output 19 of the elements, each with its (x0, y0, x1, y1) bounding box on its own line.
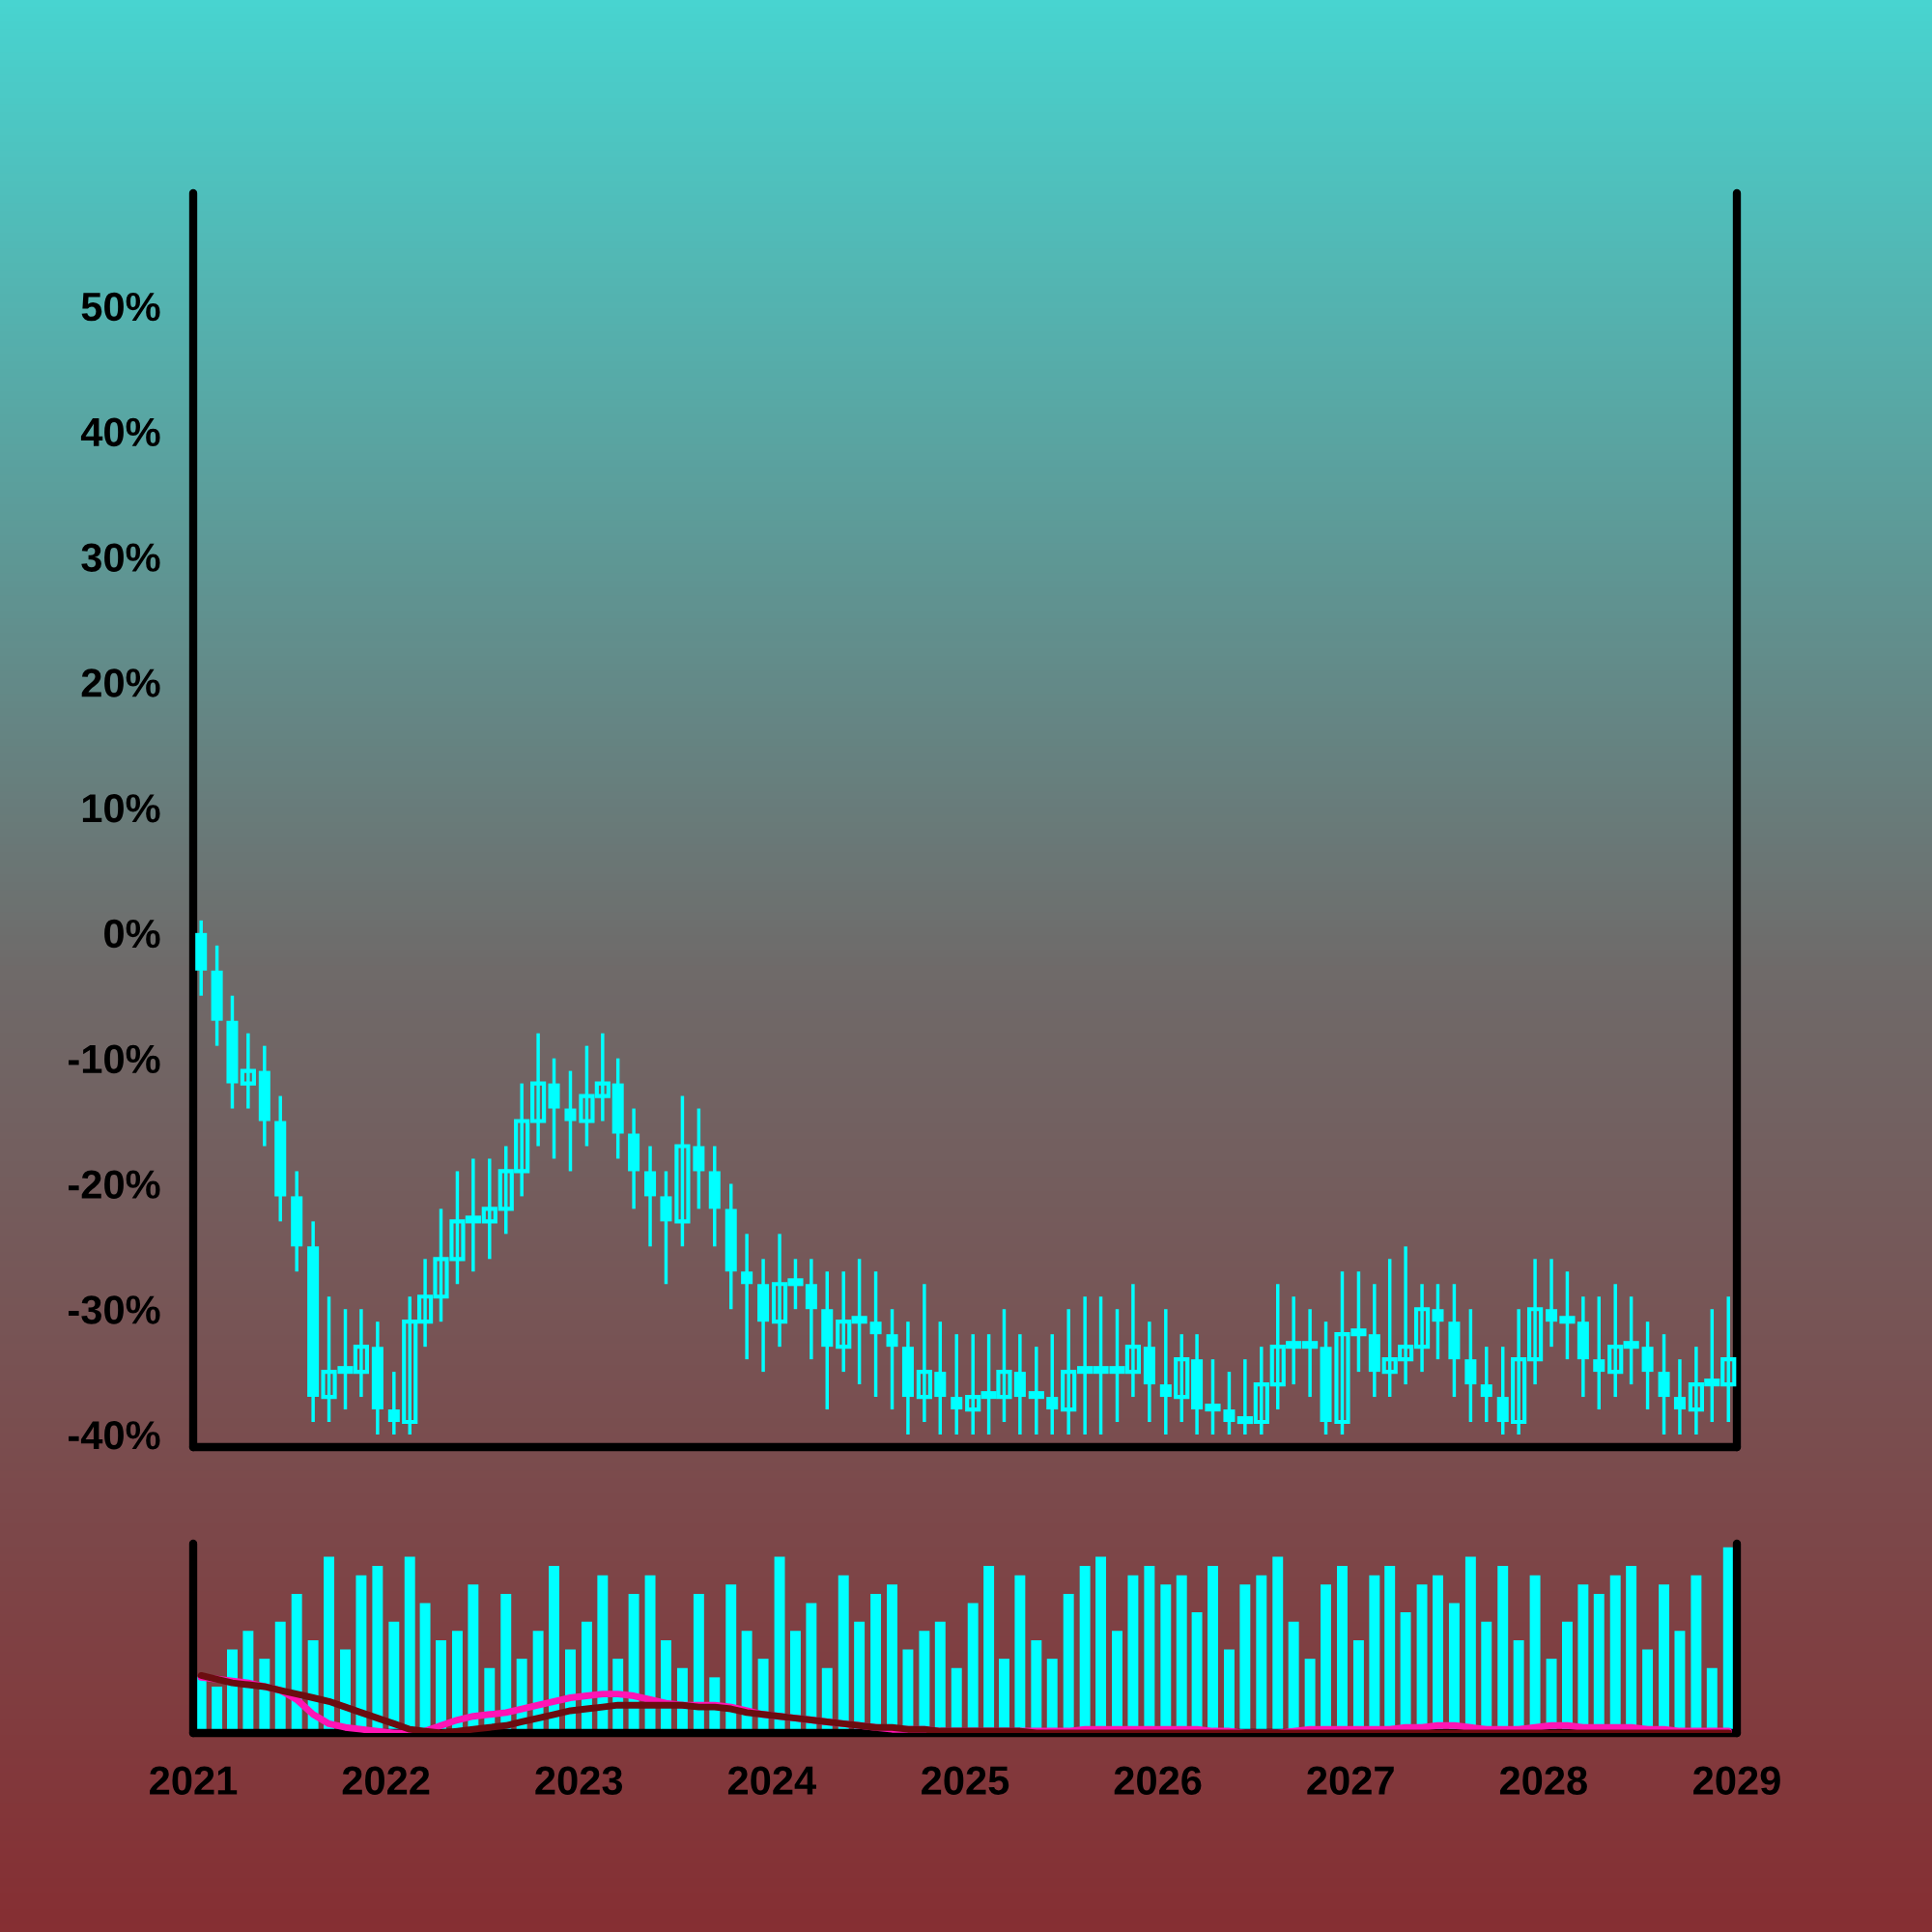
y-tick-label: 20% (81, 668, 160, 697)
y-tick-label: -10% (69, 1044, 160, 1074)
x-tick-label: 2028 (1499, 1766, 1587, 1795)
x-tick-label: 2027 (1307, 1766, 1394, 1795)
x-tick-label: 2025 (922, 1766, 1009, 1795)
x-tick-label: 2024 (727, 1766, 816, 1795)
y-tick-label: 50% (81, 292, 160, 322)
y-tick-label: 10% (82, 794, 160, 823)
y-tick-label: -30% (69, 1295, 160, 1324)
y-tick-label: 0% (104, 919, 160, 949)
y-tick-label: -20% (69, 1170, 160, 1199)
x-tick-label: 2022 (342, 1766, 430, 1795)
x-tick-label: 2023 (535, 1766, 623, 1795)
y-tick-label: 40% (80, 417, 160, 447)
y-tick-label: -40% (69, 1421, 160, 1450)
x-tick-label: 2029 (1693, 1766, 1780, 1795)
y-tick-label: 30% (81, 543, 160, 572)
x-tick-label: 2021 (150, 1766, 238, 1795)
x-tick-label: 2026 (1114, 1766, 1202, 1795)
